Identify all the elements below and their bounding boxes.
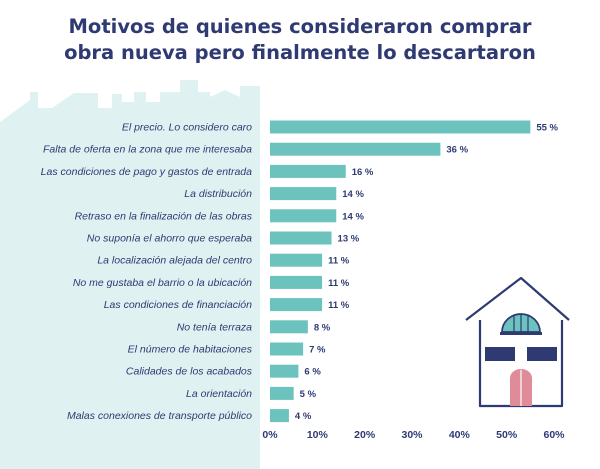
value-label-12: 5 % bbox=[300, 389, 317, 400]
house-door bbox=[510, 369, 532, 406]
value-label-4: 14 % bbox=[342, 211, 364, 222]
value-label-11: 6 % bbox=[304, 367, 321, 378]
x-tick-label-2: 20% bbox=[354, 429, 376, 441]
category-label-2: Las condiciones de pago y gastos de entr… bbox=[41, 166, 252, 178]
category-label-8: Las condiciones de financiación bbox=[104, 299, 252, 311]
value-label-0: 55 % bbox=[536, 123, 558, 134]
category-label-12: La orientación bbox=[186, 388, 252, 400]
value-label-2: 16 % bbox=[352, 167, 374, 178]
value-label-10: 7 % bbox=[309, 345, 326, 356]
bar-13 bbox=[270, 409, 289, 423]
bar-10 bbox=[270, 342, 304, 356]
x-tick-label-4: 40% bbox=[449, 429, 471, 441]
category-label-7: No me gustaba el barrio o la ubicación bbox=[73, 277, 252, 289]
bar-3 bbox=[270, 187, 337, 201]
bar-8 bbox=[270, 298, 323, 312]
bar-9 bbox=[270, 320, 308, 334]
house-window-left bbox=[485, 347, 515, 361]
bar-7 bbox=[270, 275, 323, 289]
x-tick-label-5: 50% bbox=[496, 429, 518, 441]
bar-6 bbox=[270, 253, 323, 267]
x-tick-label-6: 60% bbox=[543, 429, 565, 441]
x-tick-label-0: 0% bbox=[262, 429, 278, 441]
value-label-1: 36 % bbox=[446, 145, 468, 156]
chart-title-line-1: Motivos de quienes consideraron comprar bbox=[68, 15, 532, 38]
category-label-4: Retraso en la finalización de las obras bbox=[75, 210, 253, 222]
value-label-5: 13 % bbox=[338, 234, 360, 245]
house-roof bbox=[465, 276, 570, 321]
category-label-6: La localización alejada del centro bbox=[97, 255, 252, 267]
category-label-9: No tenía terraza bbox=[177, 321, 252, 333]
value-label-6: 11 % bbox=[328, 256, 350, 267]
category-label-11: Calidades de los acabados bbox=[126, 366, 253, 378]
skyline-panel bbox=[0, 80, 260, 469]
value-labels: 55 % 36 % 16 % 14 % 14 % 13 % 11 % 11 % 11 % 8 % 7… bbox=[295, 123, 559, 423]
chart-title-line-2: obra nueva pero finalmente lo descartaro… bbox=[64, 41, 536, 64]
value-label-8: 11 % bbox=[328, 300, 350, 311]
bars-group bbox=[270, 120, 531, 423]
x-tick-label-3: 30% bbox=[401, 429, 423, 441]
bar-2 bbox=[270, 164, 346, 178]
value-label-7: 11 % bbox=[328, 278, 350, 289]
category-label-3: La distribución bbox=[184, 188, 252, 200]
bar-12 bbox=[270, 386, 294, 400]
bar-1 bbox=[270, 142, 441, 156]
value-label-3: 14 % bbox=[342, 189, 364, 200]
bar-5 bbox=[270, 231, 332, 245]
bar-11 bbox=[270, 364, 299, 378]
category-label-0: El precio. Lo considero caro bbox=[122, 122, 252, 134]
x-axis-ticks: 0% 10% 20% 30% 40% 50% 60% bbox=[262, 429, 565, 441]
x-tick-label-1: 10% bbox=[307, 429, 329, 441]
chart-title: Motivos de quienes consideraron comprar … bbox=[0, 14, 600, 66]
category-labels: El precio. Lo considero caro Falta de ofe… bbox=[41, 122, 253, 423]
category-label-13: Malas conexiones de transporte público bbox=[67, 410, 252, 422]
bar-0 bbox=[270, 120, 531, 134]
bar-4 bbox=[270, 209, 337, 223]
category-label-1: Falta de oferta en la zona que me intere… bbox=[43, 144, 252, 156]
value-label-9: 8 % bbox=[314, 322, 331, 333]
category-label-5: No suponía el ahorro que esperaba bbox=[87, 233, 252, 245]
category-label-10: El número de habitaciones bbox=[128, 344, 253, 356]
value-label-13: 4 % bbox=[295, 411, 312, 422]
house-arch-window bbox=[500, 313, 542, 335]
house-window-right bbox=[527, 347, 557, 361]
